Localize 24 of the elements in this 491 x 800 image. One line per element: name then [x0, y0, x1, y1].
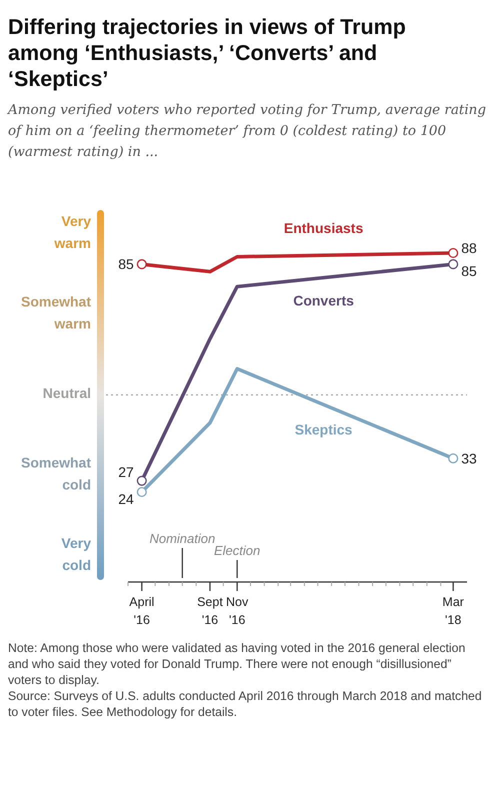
data-label: 85	[118, 256, 134, 272]
text: Somewhat cold	[20, 454, 92, 493]
x-tick-label: Nov '16	[226, 595, 249, 627]
x-tick-label: Sept '16	[197, 595, 224, 627]
data-label: 24	[118, 491, 134, 507]
source-note: Source: Surveys of U.S. adults conducted April 2016 through March 2018 and matched to voter files. See Methodology for details.	[8, 688, 483, 720]
chart-subtitle: Among verified voters who reported voting for Trump, average rating of him on a ‘feeling thermometer’ from 0 (coldest rating) to 100 (warmest rating) in ...	[8, 101, 486, 162]
text: Neutral	[42, 385, 91, 402]
text: Somewhat warm	[20, 294, 92, 332]
text: Very warm	[53, 213, 92, 252]
x-tick-label: April '16	[129, 595, 154, 627]
data-label: 85	[461, 263, 477, 280]
chart-title: Differing trajectories in views of Trump among ‘Enthusiasts,’ ‘Converts’ and ‘Skeptics’	[8, 14, 407, 92]
series-label: Enthusiasts	[284, 220, 364, 236]
x-tick-label: Mar '18	[442, 595, 464, 627]
data-label: 88	[461, 240, 477, 256]
series-label: Skeptics	[294, 422, 353, 438]
ref-line-label: Election	[214, 543, 260, 558]
series-label: Converts	[293, 292, 354, 309]
text: Very cold	[61, 535, 92, 574]
ref-line-label: Nomination	[149, 531, 216, 546]
data-label: 27	[118, 464, 134, 480]
data-label: 33	[461, 450, 477, 466]
text: Note: Among those who were validated as having voted in the 2016 general election and who said they voted for Donald Trump. There were not enough “disillusioned” voters to display.	[8, 640, 466, 688]
